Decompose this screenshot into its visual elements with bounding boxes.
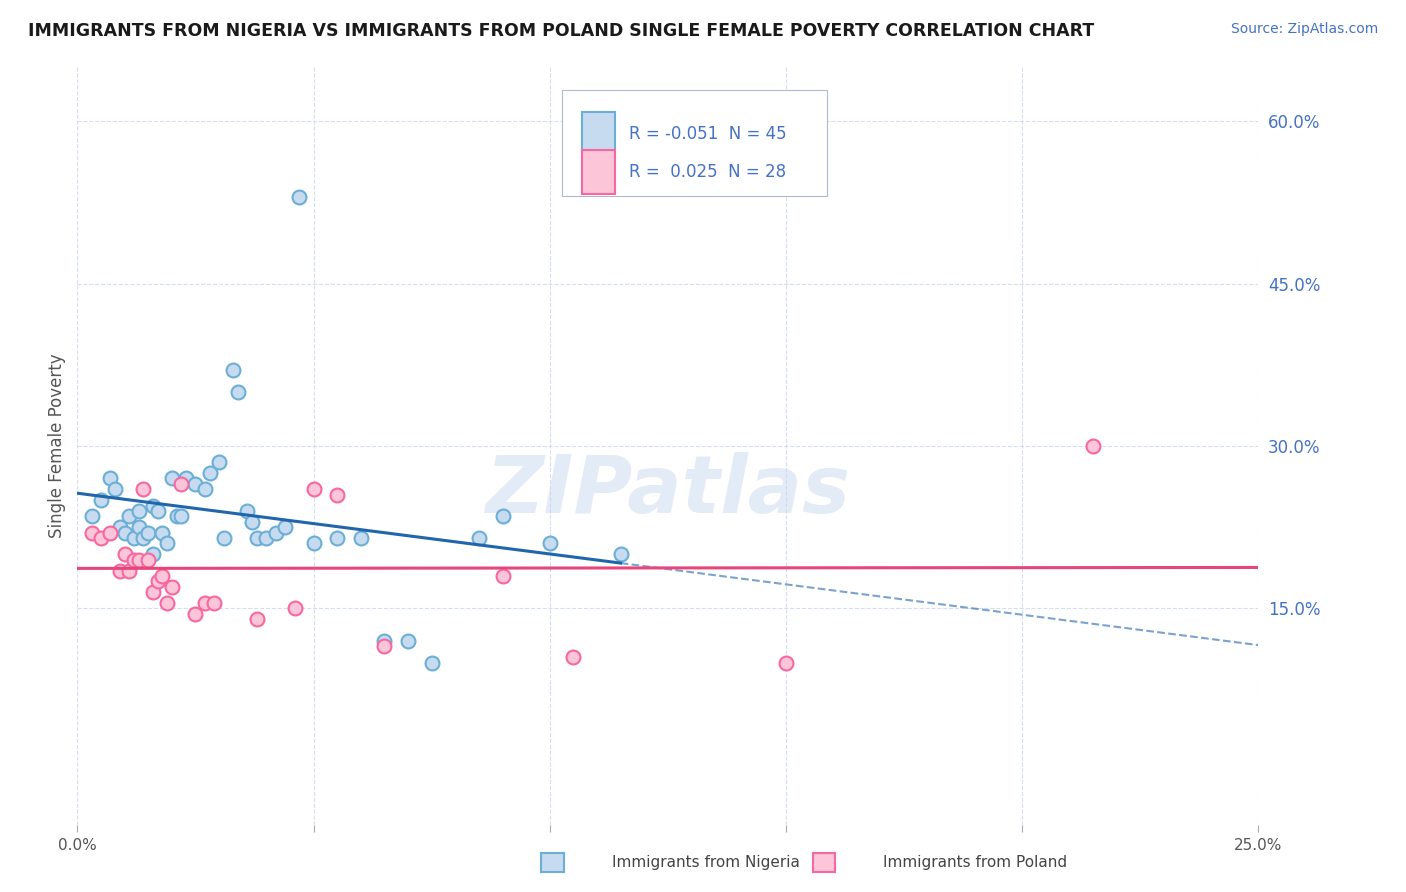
Point	[156, 536, 179, 550]
Point	[146, 574, 169, 589]
Point	[194, 483, 217, 497]
Point	[609, 547, 631, 561]
Point	[246, 612, 269, 626]
Text: Source: ZipAtlas.com: Source: ZipAtlas.com	[1230, 22, 1378, 37]
Point	[491, 509, 513, 524]
Point	[222, 363, 245, 377]
Point	[132, 483, 155, 497]
Point	[160, 580, 183, 594]
Point	[146, 504, 169, 518]
Point	[132, 531, 155, 545]
Point	[491, 569, 513, 583]
Point	[236, 504, 259, 518]
Point	[118, 564, 141, 578]
Point	[468, 531, 491, 545]
Text: R = -0.051  N = 45: R = -0.051 N = 45	[628, 126, 786, 144]
Point	[108, 520, 131, 534]
Point	[538, 536, 561, 550]
Point	[142, 547, 165, 561]
FancyBboxPatch shape	[582, 150, 614, 194]
Text: ZIPatlas: ZIPatlas	[485, 452, 851, 531]
Point	[150, 569, 173, 583]
Point	[1081, 439, 1104, 453]
Point	[136, 525, 159, 540]
Point	[170, 476, 193, 491]
Point	[118, 509, 141, 524]
Point	[208, 455, 231, 469]
Point	[128, 520, 150, 534]
Point	[302, 536, 325, 550]
Text: 0.0%: 0.0%	[58, 838, 97, 853]
Text: IMMIGRANTS FROM NIGERIA VS IMMIGRANTS FROM POLAND SINGLE FEMALE POVERTY CORRELAT: IMMIGRANTS FROM NIGERIA VS IMMIGRANTS FR…	[28, 22, 1094, 40]
Point	[373, 634, 395, 648]
Point	[100, 525, 122, 540]
FancyBboxPatch shape	[582, 112, 614, 156]
Point	[184, 607, 207, 621]
Point	[80, 509, 103, 524]
Point	[150, 525, 173, 540]
Point	[562, 650, 585, 665]
Point	[156, 596, 179, 610]
Point	[128, 552, 150, 567]
Point	[350, 531, 373, 545]
Point	[326, 488, 349, 502]
Point	[142, 499, 165, 513]
Point	[194, 596, 217, 610]
Point	[396, 634, 419, 648]
Text: R =  0.025  N = 28: R = 0.025 N = 28	[628, 163, 786, 181]
Point	[373, 640, 395, 654]
Point	[240, 515, 263, 529]
Point	[128, 504, 150, 518]
Point	[80, 525, 103, 540]
Point	[114, 547, 136, 561]
Point	[108, 564, 131, 578]
Point	[264, 525, 287, 540]
Point	[170, 509, 193, 524]
Point	[104, 483, 127, 497]
Point	[174, 471, 197, 485]
Point	[288, 190, 311, 204]
FancyBboxPatch shape	[561, 89, 827, 196]
Y-axis label: Single Female Poverty: Single Female Poverty	[48, 354, 66, 538]
Point	[114, 525, 136, 540]
Point	[184, 476, 207, 491]
Point	[122, 531, 145, 545]
Point	[122, 552, 145, 567]
Point	[284, 601, 307, 615]
Point	[142, 585, 165, 599]
Point	[212, 531, 235, 545]
Point	[254, 531, 277, 545]
Text: Immigrants from Poland: Immigrants from Poland	[883, 855, 1067, 870]
Point	[136, 552, 159, 567]
Point	[302, 483, 325, 497]
Point	[775, 656, 797, 670]
Point	[420, 656, 443, 670]
Point	[166, 509, 188, 524]
Point	[90, 531, 112, 545]
Text: 25.0%: 25.0%	[1234, 838, 1282, 853]
Point	[326, 531, 349, 545]
Point	[226, 384, 249, 399]
Point	[198, 466, 221, 480]
Point	[202, 596, 225, 610]
Point	[246, 531, 269, 545]
Point	[100, 471, 122, 485]
Point	[160, 471, 183, 485]
Point	[90, 493, 112, 508]
Point	[274, 520, 297, 534]
Text: Immigrants from Nigeria: Immigrants from Nigeria	[612, 855, 800, 870]
